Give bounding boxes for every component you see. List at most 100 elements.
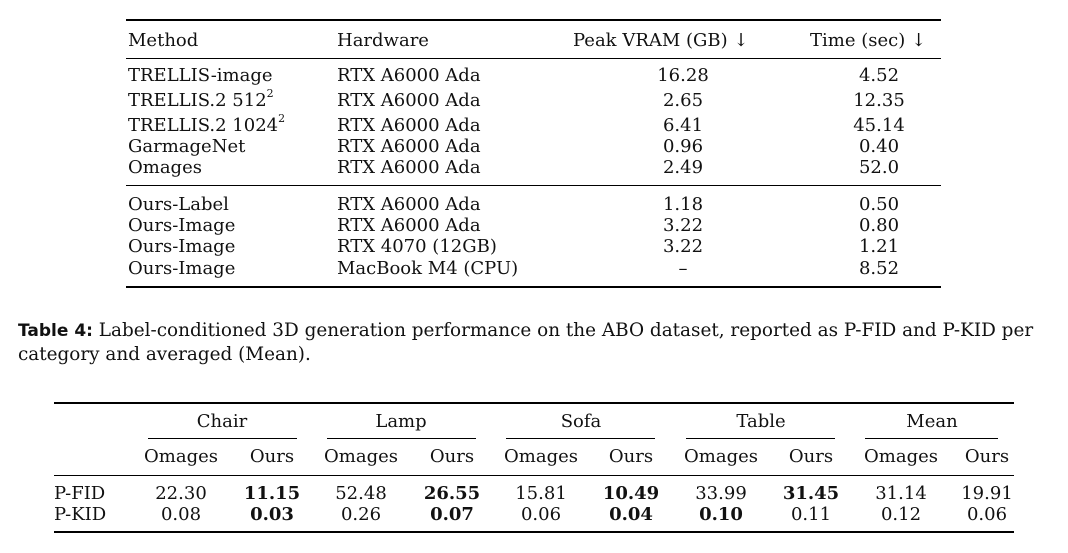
value-cell: 26.55 <box>423 483 481 504</box>
table-row: TRELLIS-image RTX A6000 Ada 16.28 4.52 <box>128 65 948 86</box>
time-cell: 4.52 <box>858 65 900 86</box>
subheader-cell: Ours <box>249 446 295 467</box>
method-cell: Ours-Label <box>128 194 229 215</box>
time-cell: 0.40 <box>858 136 900 157</box>
value-cell: 0.03 <box>250 504 294 525</box>
table-row: TRELLIS.2 5122 RTX A6000 Ada 2.65 12.35 <box>128 87 948 111</box>
value-cell: 0.12 <box>880 504 922 525</box>
value-cell: 0.08 <box>160 504 202 525</box>
time-cell: 0.80 <box>858 215 900 236</box>
group-underline <box>686 438 835 439</box>
subheader-cell: Ours <box>429 446 475 467</box>
vram-cell: 16.28 <box>657 65 709 86</box>
hardware-cell: RTX A6000 Ada <box>337 65 481 86</box>
method-cell: Omages <box>128 157 202 178</box>
row-label-p-fid: P-FID <box>54 483 106 504</box>
value-cell: 19.91 <box>961 483 1013 504</box>
time-cell: 8.52 <box>858 258 900 279</box>
caption-label: Table 4: <box>18 321 93 341</box>
table-bottom-rule-top <box>54 402 1014 404</box>
table-top-rule-bottom <box>126 286 941 288</box>
value-cell: 33.99 <box>695 483 747 504</box>
time-cell: 0.50 <box>858 194 900 215</box>
group-underline <box>327 438 476 439</box>
vram-cell: 3.22 <box>662 215 704 236</box>
header-hardware: Hardware <box>337 30 429 51</box>
value-cell: 11.15 <box>243 483 301 504</box>
vram-cell: 3.22 <box>662 236 704 257</box>
vram-cell: 1.18 <box>662 194 704 215</box>
table-bottom-rule-bottom <box>54 531 1014 533</box>
method-cell: TRELLIS.2 5122 <box>128 87 274 111</box>
value-cell: 31.45 <box>782 483 840 504</box>
header-method: Method <box>128 30 199 51</box>
group-header-mean: Mean <box>906 411 958 432</box>
group-underline <box>865 438 998 439</box>
value-cell: 0.04 <box>609 504 653 525</box>
hardware-cell: RTX A6000 Ada <box>337 90 481 111</box>
table-row: Ours-Label RTX A6000 Ada 1.18 0.50 <box>128 194 948 215</box>
table-row: Ours-Image RTX 4070 (12GB) 3.22 1.21 <box>128 236 948 257</box>
value-cell: 0.07 <box>430 504 474 525</box>
method-superscript: 2 <box>266 87 274 100</box>
subheader-cell: Omages <box>684 446 758 467</box>
hardware-cell: RTX A6000 Ada <box>337 157 481 178</box>
table-caption: Table 4: Label-conditioned 3D generation… <box>18 319 1063 366</box>
abo-results-table: Chair Lamp Sofa Table Mean Omages Ours Omages Ou… <box>54 0 1014 553</box>
header-peak-vram: Peak VRAM (GB) ↓ <box>573 30 749 51</box>
header-time: Time (sec) ↓ <box>810 30 927 51</box>
group-header-sofa: Sofa <box>560 411 602 432</box>
group-header-chair: Chair <box>196 411 248 432</box>
table-row: GarmageNet RTX A6000 Ada 0.96 0.40 <box>128 136 948 157</box>
runtime-table: Method Hardware Peak VRAM (GB) ↓ Time (s… <box>128 0 948 300</box>
value-cell: 0.06 <box>520 504 562 525</box>
table-row: Ours-Image MacBook M4 (CPU) – 8.52 <box>128 258 948 279</box>
method-cell: TRELLIS.2 10242 <box>128 112 286 136</box>
time-cell: 45.14 <box>853 115 905 136</box>
subheader-cell: Omages <box>864 446 938 467</box>
value-cell: 15.81 <box>515 483 567 504</box>
vram-cell: – <box>678 258 688 279</box>
group-header-table: Table <box>736 411 786 432</box>
table-row: Omages RTX A6000 Ada 2.49 52.0 <box>128 157 948 178</box>
vram-cell: 6.41 <box>662 115 704 136</box>
subheader-cell: Omages <box>324 446 398 467</box>
table-row: Ours-Image RTX A6000 Ada 3.22 0.80 <box>128 215 948 236</box>
table-top-rule-mid <box>126 185 941 186</box>
value-cell: 31.14 <box>875 483 927 504</box>
hardware-cell: MacBook M4 (CPU) <box>337 258 519 279</box>
vram-cell: 2.65 <box>662 90 704 111</box>
method-cell: Ours-Image <box>128 236 236 257</box>
subheader-cell: Ours <box>964 446 1010 467</box>
hardware-cell: RTX A6000 Ada <box>337 194 481 215</box>
group-underline <box>148 438 297 439</box>
time-cell: 52.0 <box>858 157 900 178</box>
value-cell: 10.49 <box>602 483 660 504</box>
time-cell: 1.21 <box>858 236 900 257</box>
subheader-cell: Omages <box>504 446 578 467</box>
time-cell: 12.35 <box>853 90 905 111</box>
value-cell: 0.11 <box>790 504 832 525</box>
vram-cell: 0.96 <box>662 136 704 157</box>
group-underline <box>506 438 655 439</box>
value-cell: 22.30 <box>155 483 207 504</box>
method-cell: GarmageNet <box>128 136 246 157</box>
method-cell: TRELLIS-image <box>128 65 273 86</box>
table-top-rule-top <box>126 19 941 21</box>
subheader-cell: Omages <box>144 446 218 467</box>
table-top-rule-header <box>126 58 941 59</box>
method-cell: Ours-Image <box>128 258 236 279</box>
value-cell: 0.06 <box>966 504 1008 525</box>
method-cell: Ours-Image <box>128 215 236 236</box>
value-cell: 0.26 <box>340 504 382 525</box>
hardware-cell: RTX A6000 Ada <box>337 115 481 136</box>
hardware-cell: RTX A6000 Ada <box>337 136 481 157</box>
subheader-cell: Ours <box>788 446 834 467</box>
table-header-row: Method Hardware Peak VRAM (GB) ↓ Time (s… <box>128 30 948 51</box>
vram-cell: 2.49 <box>662 157 704 178</box>
row-label-p-kid: P-KID <box>54 504 107 525</box>
table-bottom-rule-header <box>54 475 1014 476</box>
table-row: TRELLIS.2 10242 RTX A6000 Ada 6.41 45.14 <box>128 112 948 136</box>
value-cell: 52.48 <box>335 483 387 504</box>
group-header-lamp: Lamp <box>375 411 427 432</box>
